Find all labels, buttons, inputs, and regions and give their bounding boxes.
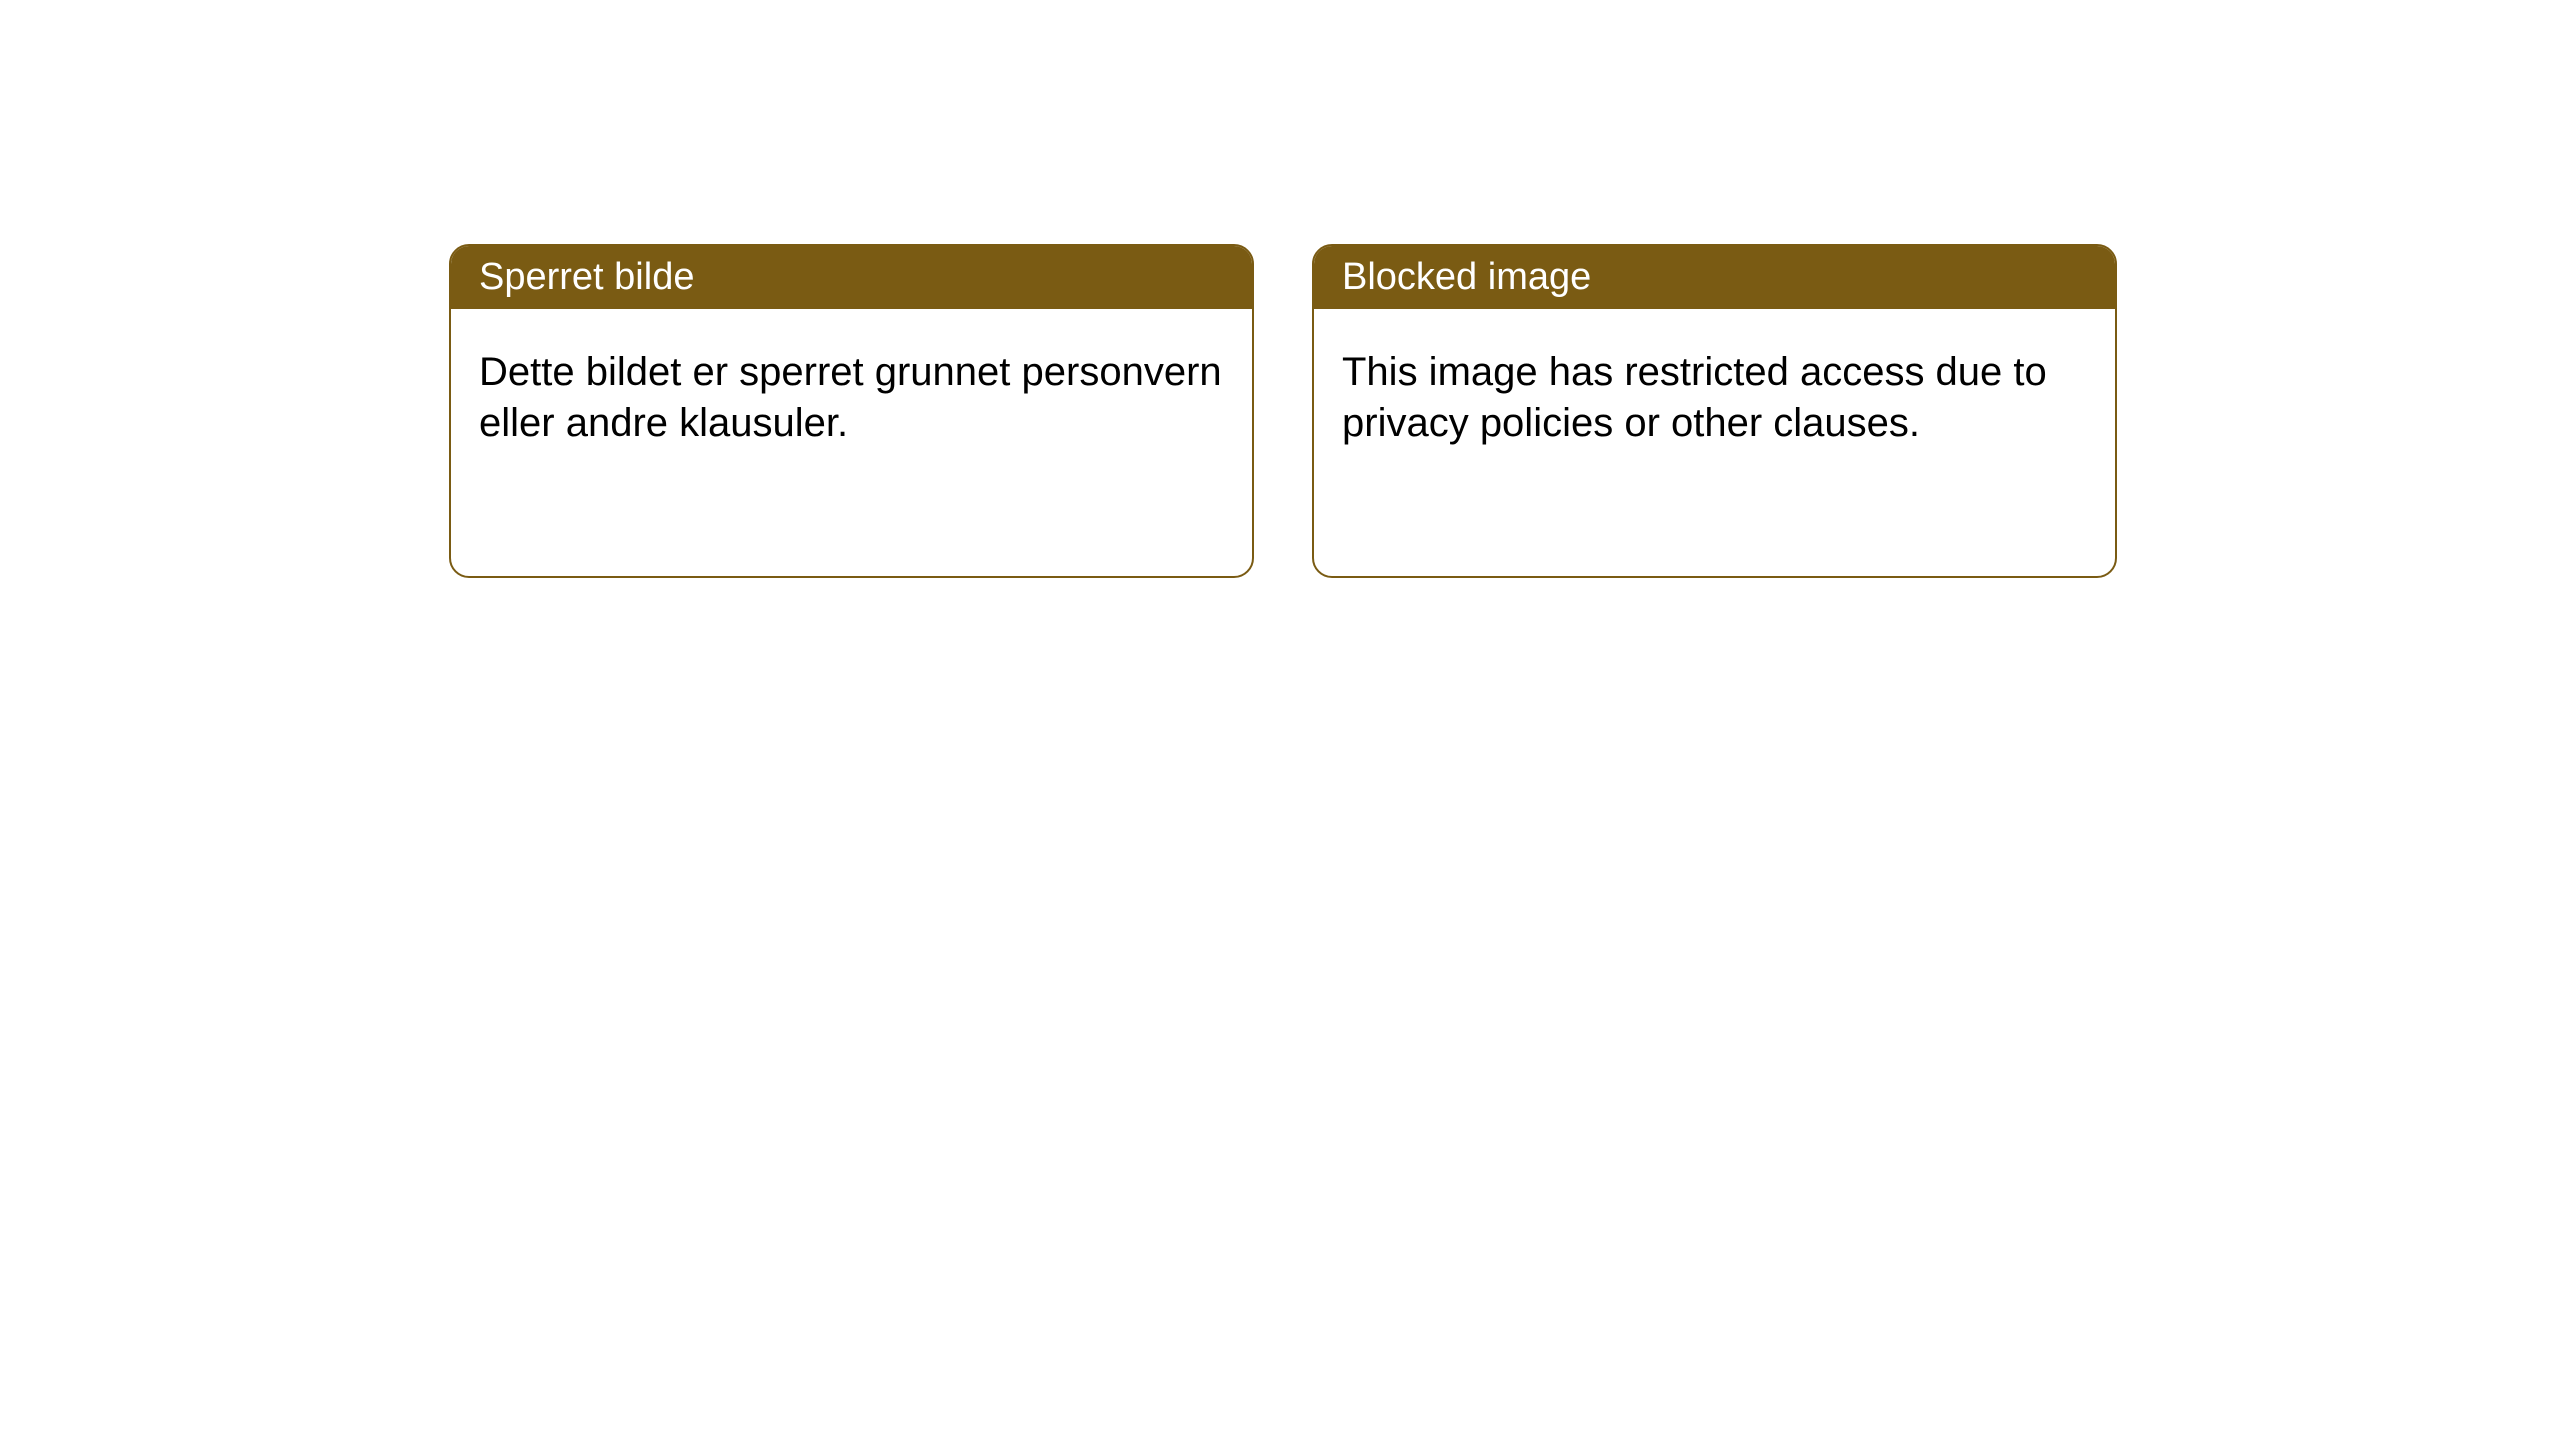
notice-card-english: Blocked image This image has restricted …: [1312, 244, 2117, 578]
notice-card-body: This image has restricted access due to …: [1314, 309, 2115, 487]
notice-card-title: Sperret bilde: [479, 256, 694, 298]
notice-card-header: Blocked image: [1314, 246, 2115, 309]
notice-card-header: Sperret bilde: [451, 246, 1252, 309]
notice-cards-container: Sperret bilde Dette bildet er sperret gr…: [0, 0, 2560, 578]
notice-card-text: Dette bildet er sperret grunnet personve…: [479, 350, 1222, 445]
notice-card-text: This image has restricted access due to …: [1342, 350, 2047, 445]
notice-card-norwegian: Sperret bilde Dette bildet er sperret gr…: [449, 244, 1254, 578]
notice-card-body: Dette bildet er sperret grunnet personve…: [451, 309, 1252, 487]
notice-card-title: Blocked image: [1342, 256, 1591, 298]
